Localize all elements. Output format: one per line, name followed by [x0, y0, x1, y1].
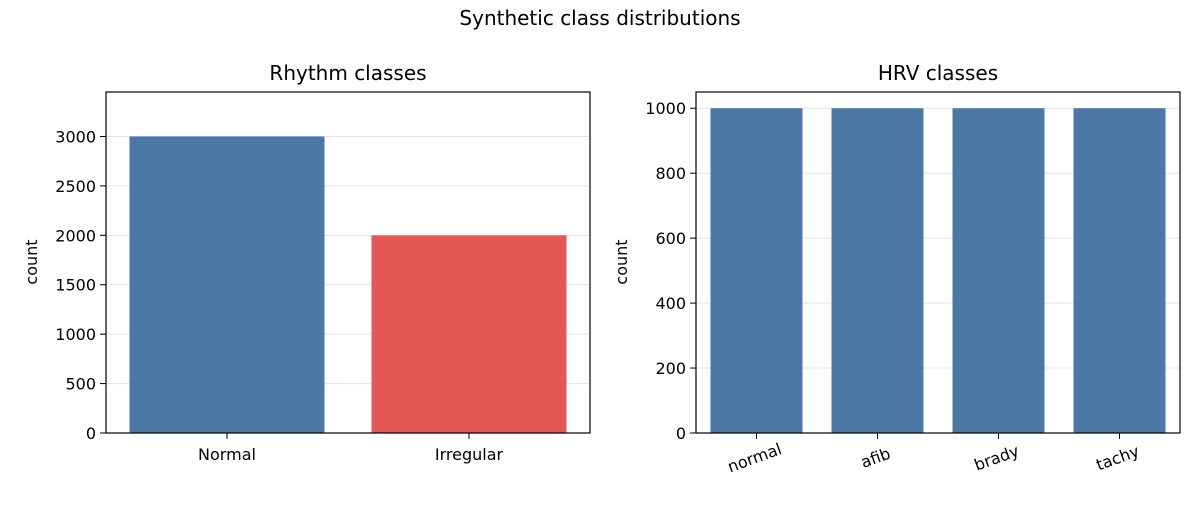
y-tick-label: 0 [676, 424, 686, 443]
hrv-y-axis-label: count [612, 239, 631, 284]
bar-afib [831, 108, 924, 433]
figure-title: Synthetic class distributions [459, 6, 741, 30]
x-tick-label: afib [858, 444, 893, 472]
x-tick-label: normal [725, 439, 784, 476]
x-tick-label: tachy [1093, 441, 1141, 474]
hrv-chart-panel: HRV classes 0 200 400 600 800 1000 normal afib… [612, 61, 1181, 476]
hrv-chart-title: HRV classes [878, 61, 998, 85]
y-tick-label: 0 [86, 424, 96, 443]
rhythm-y-axis-label: count [22, 239, 41, 284]
y-tick-label: 800 [655, 164, 686, 183]
hrv-x-ticks: normal afib brady tachy [725, 433, 1142, 476]
y-tick-label: 2500 [55, 177, 96, 196]
y-tick-label: 400 [655, 294, 686, 313]
bar-normal [129, 136, 325, 433]
y-tick-label: 2000 [55, 226, 96, 245]
y-tick-label: 500 [65, 375, 96, 394]
y-tick-label: 600 [655, 229, 686, 248]
y-tick-label: 1500 [55, 276, 96, 295]
bar-irregular [371, 235, 567, 433]
hrv-bars [710, 108, 1166, 433]
bar-normal [710, 108, 803, 433]
rhythm-x-ticks: Normal Irregular [198, 433, 504, 464]
y-tick-label: 1000 [55, 325, 96, 344]
bar-brady [952, 108, 1045, 433]
x-tick-label: Normal [198, 445, 256, 464]
x-tick-label: brady [972, 441, 1022, 475]
rhythm-chart-panel: Rhythm classes 050010001500200025003000 … [22, 61, 591, 464]
rhythm-chart-title: Rhythm classes [269, 61, 426, 85]
hrv-y-ticks: 0 200 400 600 800 1000 [645, 99, 696, 443]
rhythm-y-ticks: 0 500 1000 1500 2000 2500 3000 [55, 127, 106, 443]
bar-tachy [1073, 108, 1166, 433]
rhythm-bars [129, 136, 567, 433]
y-tick-label: 3000 [55, 127, 96, 146]
x-tick-label: Irregular [435, 445, 504, 464]
hrv-plot-frame [695, 91, 1181, 434]
y-tick-label: 1000 [645, 99, 686, 118]
rhythm-plot-frame [105, 91, 591, 434]
y-tick-label: 200 [655, 359, 686, 378]
